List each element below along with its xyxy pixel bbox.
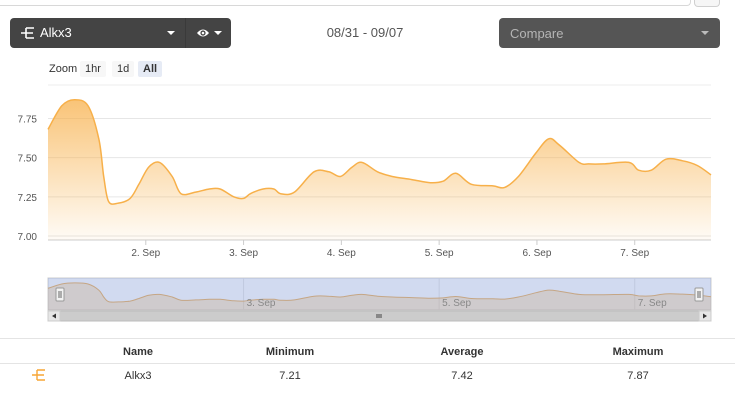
zoom-all-button[interactable]: All — [138, 61, 163, 77]
x-tick-label: 3. Sep — [229, 248, 258, 259]
y-tick-label: 7.75 — [18, 114, 38, 125]
compare-placeholder: Compare — [510, 26, 564, 41]
table-header: Name Minimum Average Maximum — [0, 338, 735, 364]
cell-name: Alkx3 — [124, 370, 152, 382]
navigator-right-handle[interactable] — [694, 287, 704, 302]
navigator-labels: 3. Sep 5. Sep 7. Sep — [247, 298, 668, 309]
cell-minimum: 7.21 — [279, 370, 301, 382]
header-average: Average — [440, 346, 484, 358]
navigator-series-line — [47, 282, 712, 303]
zoom-1d-button[interactable]: 1d — [112, 61, 135, 77]
trident-icon — [32, 369, 45, 381]
compare-dropdown[interactable]: Compare — [499, 18, 720, 48]
date-range-label[interactable]: 08/31 - 09/07 — [326, 25, 404, 40]
x-tick-label: 7. Sep — [620, 248, 649, 259]
y-tick-label: 7.00 — [18, 232, 38, 243]
series-line — [47, 98, 712, 205]
navigator-grid — [243, 278, 636, 310]
x-tick-label: 5. Sep — [425, 248, 454, 259]
header-minimum: Minimum — [265, 346, 315, 358]
handle-grip[interactable] — [55, 287, 65, 302]
visibility-dropdown[interactable] — [185, 18, 231, 48]
y-tick-label: 7.50 — [18, 154, 38, 165]
chevron-down-icon — [167, 31, 175, 35]
chevron-left-icon — [52, 313, 56, 319]
header-name: Name — [123, 346, 153, 358]
x-tick-label: 6. Sep — [522, 248, 551, 259]
x-tick-label: 4. Sep — [327, 248, 356, 259]
top-search-bar-edge — [0, 0, 735, 8]
x-tick-label: 2. Sep — [131, 248, 160, 259]
navigator-left-handle[interactable] — [55, 287, 65, 302]
y-tick-label: 7.25 — [18, 193, 38, 204]
navigator-selection-mask[interactable] — [48, 278, 711, 310]
series-area — [48, 99, 711, 240]
y-axis-labels: 7.75 7.50 7.25 7.00 — [18, 114, 38, 243]
search-bar-bottom-edge — [0, 0, 691, 6]
cell-maximum: 7.87 — [627, 370, 649, 382]
table-row: Alkx3 7.21 7.42 7.87 — [0, 363, 735, 389]
series-select-label: Alkx3 — [40, 25, 72, 40]
x-axis-labels: 2. Sep 3. Sep 4. Sep 5. Sep 6. Sep 7. Sep — [131, 240, 650, 259]
header-maximum: Maximum — [612, 346, 664, 358]
eye-icon — [197, 29, 209, 37]
navigator[interactable]: 3. Sep 5. Sep 7. Sep — [0, 274, 735, 324]
search-button-edge[interactable] — [694, 0, 720, 7]
navigator-scrollbar[interactable] — [47, 310, 712, 322]
series-select-dropdown[interactable]: Alkx3 — [10, 18, 185, 48]
chevron-right-icon — [703, 313, 707, 319]
chevron-down-icon — [701, 31, 709, 35]
chevron-down-icon — [214, 31, 222, 35]
main-chart[interactable]: 7.75 7.50 7.25 7.00 2. Sep 3. Sep 4. Sep 5. Se… — [0, 80, 735, 265]
zoom-1hr-button[interactable]: 1hr — [80, 61, 106, 77]
navigator-tick-label: 3. Sep — [247, 298, 276, 309]
zoom-label: Zoom — [49, 63, 78, 75]
handle-grip[interactable] — [694, 287, 704, 302]
trident-icon — [21, 27, 34, 39]
navigator-tick-label: 5. Sep — [442, 298, 471, 309]
cell-average: 7.42 — [451, 370, 473, 382]
navigator-tick-label: 7. Sep — [638, 298, 667, 309]
